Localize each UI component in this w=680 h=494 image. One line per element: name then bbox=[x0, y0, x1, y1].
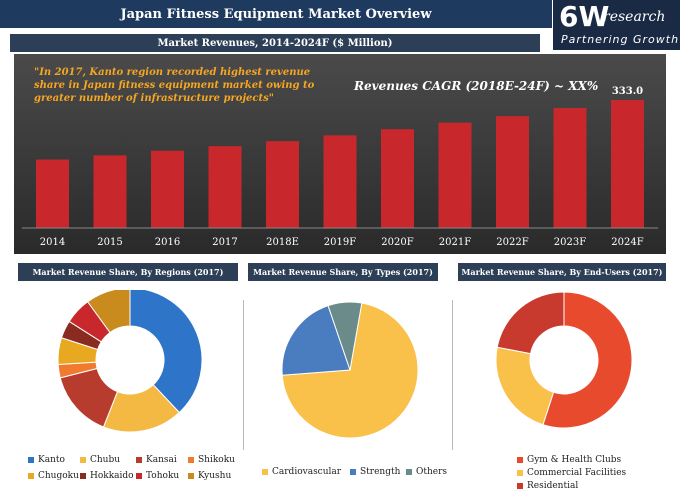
legend-label: Tohoku bbox=[146, 471, 180, 481]
legend-item: Hokkaido bbox=[80, 471, 134, 481]
x-tick-label: 2022F bbox=[496, 237, 528, 248]
legend-item: Strength bbox=[350, 467, 400, 477]
legend-label: Gym & Health Clubs bbox=[527, 455, 622, 465]
bar-2015 bbox=[93, 155, 127, 228]
legend-label: Chugoku bbox=[38, 471, 79, 481]
slice-cardiovascular bbox=[281, 302, 419, 439]
legend-label: Kansai bbox=[146, 455, 177, 465]
cagr-label: Revenues CAGR (2018E-24F) ~ XX% bbox=[354, 79, 599, 93]
logo-mark: 6W bbox=[559, 0, 610, 33]
legend-label: Commercial Facilities bbox=[527, 468, 627, 478]
legend-swatch bbox=[188, 457, 194, 463]
legend-label: Chubu bbox=[90, 455, 121, 465]
highlight-quote: "In 2017, Kanto region recorded highest … bbox=[34, 67, 315, 104]
legend-item: Residential bbox=[517, 481, 578, 491]
slice-gym-health-clubs bbox=[542, 291, 633, 429]
endusers-chart-title: Market Revenue Share, By End-Users (2017… bbox=[458, 263, 666, 281]
legend-swatch bbox=[517, 470, 523, 476]
legend-label: Others bbox=[416, 467, 448, 477]
legend-item: Commercial Facilities bbox=[517, 468, 626, 478]
x-tick-label: 2019F bbox=[324, 237, 356, 248]
legend-swatch bbox=[517, 483, 523, 489]
legend-swatch bbox=[80, 457, 86, 463]
bar-2017 bbox=[208, 146, 242, 228]
legend-swatch bbox=[28, 473, 34, 479]
bar-2022F bbox=[496, 116, 529, 228]
legend-swatch bbox=[517, 457, 523, 463]
bar-chart-panel: 2014 2015 2016 2017 2018E 2019F 2020F 2021F 2022… bbox=[14, 54, 666, 254]
types-chart-title: Market Revenue Share, By Types (2017) bbox=[248, 263, 438, 281]
slice-others bbox=[327, 301, 363, 371]
types-pie-chart bbox=[281, 301, 419, 439]
logo-word: research bbox=[603, 9, 666, 25]
bar-2014 bbox=[36, 159, 69, 228]
legend-item: Others bbox=[406, 467, 447, 477]
regions-legend: Kanto Chubu Kansai Shikoku Chugoku Hokkaido To… bbox=[28, 455, 243, 491]
legend-label: Shikoku bbox=[198, 455, 235, 465]
x-tick-label: 2020F bbox=[381, 237, 413, 248]
legend-label: Kanto bbox=[38, 455, 65, 465]
legend-item: Gym & Health Clubs bbox=[517, 455, 621, 465]
legend-swatch bbox=[350, 469, 356, 475]
legend-item: Chubu bbox=[80, 455, 120, 465]
slice-residential bbox=[496, 291, 565, 355]
legend-swatch bbox=[136, 457, 142, 463]
regions-chart-title: Market Revenue Share, By Regions (2017) bbox=[18, 263, 238, 281]
logo-tagline: Partnering Growth bbox=[561, 33, 680, 46]
legend-label: Hokkaido bbox=[90, 471, 134, 481]
bar-chart: 2014 2015 2016 2017 2018E 2019F 2020F 2021F 2022… bbox=[22, 86, 658, 248]
bar-2024F bbox=[611, 100, 644, 228]
page-title: Japan Fitness Equipment Market Overview bbox=[0, 0, 552, 28]
types-legend: Cardiovascular Strength Others bbox=[262, 467, 452, 481]
bar-2018E bbox=[266, 141, 299, 228]
x-tick-label: 2023F bbox=[554, 237, 586, 248]
legend-swatch bbox=[136, 473, 142, 479]
legend-label: Strength bbox=[360, 467, 401, 477]
endusers-donut-chart bbox=[495, 291, 633, 429]
endusers-legend: Gym & Health Clubs Commercial Facilities R… bbox=[517, 455, 667, 493]
bar-2023F bbox=[553, 108, 587, 228]
legend-label: Residential bbox=[527, 481, 579, 491]
legend-label: Cardiovascular bbox=[272, 467, 342, 477]
slice-kyushu bbox=[86, 290, 131, 334]
legend-item: Kyushu bbox=[188, 471, 231, 481]
slice-kanto bbox=[129, 290, 203, 414]
x-tick-label: 2018E bbox=[266, 237, 299, 248]
data-label: 333.0 bbox=[612, 86, 643, 97]
legend-item: Cardiovascular bbox=[262, 467, 341, 477]
legend-item: Tohoku bbox=[136, 471, 179, 481]
bar-2016 bbox=[151, 150, 184, 228]
company-logo: 6W research Partnering Growth bbox=[553, 0, 680, 50]
legend-label: Kyushu bbox=[198, 471, 232, 481]
x-tick-label: 2016 bbox=[155, 237, 180, 248]
slice-strength bbox=[281, 304, 351, 376]
x-tick-label: 2021F bbox=[439, 237, 471, 248]
legend-swatch bbox=[406, 469, 412, 475]
legend-item: Shikoku bbox=[188, 455, 235, 465]
bar-2020F bbox=[381, 129, 414, 228]
bar-chart-title: Market Revenues, 2014-2024F ($ Million) bbox=[10, 34, 540, 52]
x-tick-label: 2015 bbox=[97, 237, 122, 248]
bar-2021F bbox=[438, 122, 472, 228]
legend-swatch bbox=[188, 473, 194, 479]
legend-swatch bbox=[80, 473, 86, 479]
divider-right bbox=[452, 300, 453, 450]
bar-2019F bbox=[323, 135, 357, 228]
x-tick-label: 2024F bbox=[611, 237, 643, 248]
regions-donut-chart bbox=[57, 290, 203, 433]
slice-commercial-facilities bbox=[495, 346, 555, 426]
divider-left bbox=[243, 300, 244, 450]
legend-item: Kanto bbox=[28, 455, 65, 465]
legend-item: Chugoku bbox=[28, 471, 79, 481]
legend-swatch bbox=[28, 457, 34, 463]
x-tick-label: 2017 bbox=[212, 237, 237, 248]
legend-swatch bbox=[262, 469, 268, 475]
x-tick-label: 2014 bbox=[40, 237, 65, 248]
legend-item: Kansai bbox=[136, 455, 177, 465]
